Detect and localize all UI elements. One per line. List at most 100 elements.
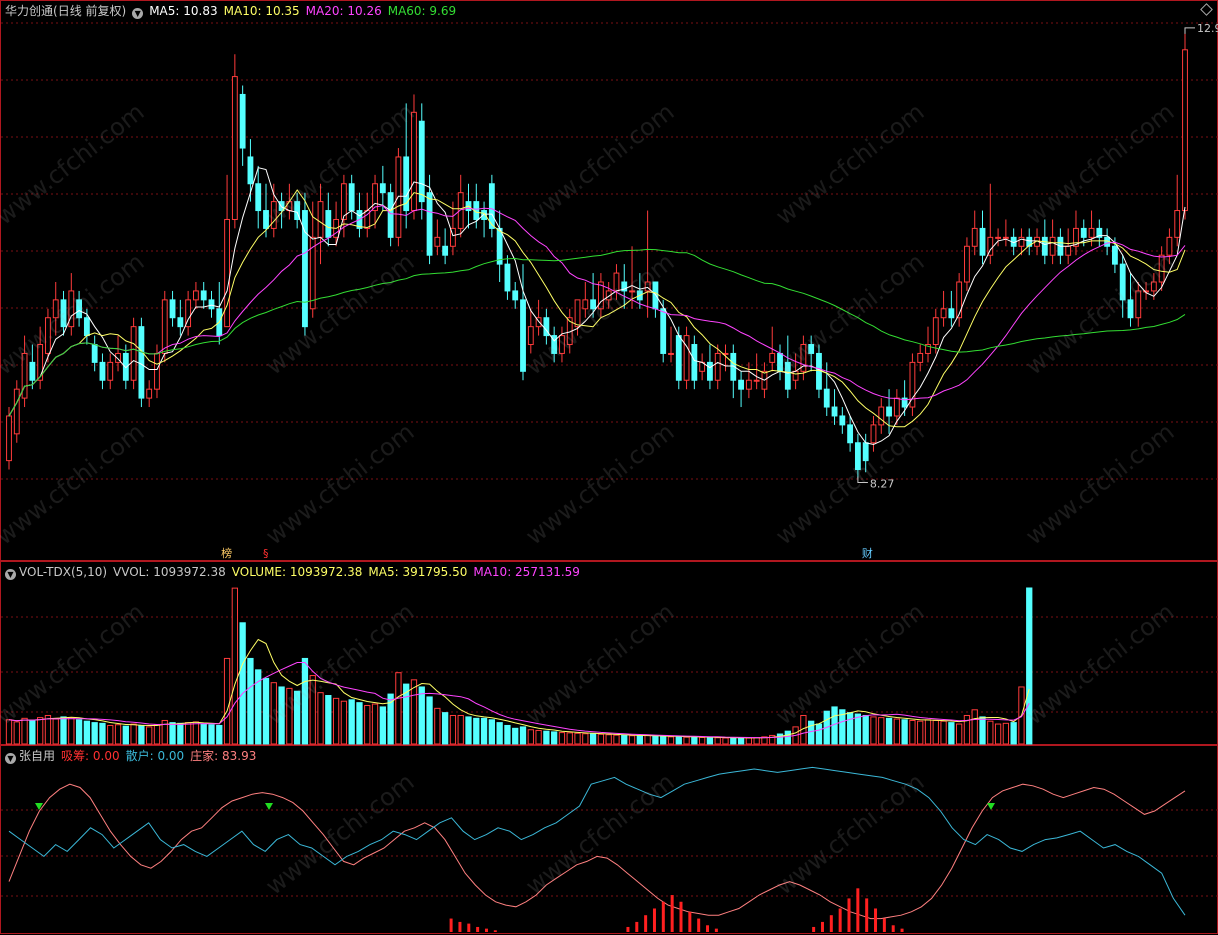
high-price-label: 12.95 <box>1197 22 1218 35</box>
volume-bar <box>628 735 636 745</box>
chevron-down-icon[interactable]: ▼ <box>5 569 16 580</box>
candle-body <box>177 317 184 328</box>
candle-body <box>925 344 931 354</box>
volume-bar <box>44 714 52 745</box>
volume-bar <box>68 717 75 745</box>
candle-body <box>582 299 589 310</box>
candle-body <box>286 201 293 212</box>
candle-body <box>255 183 262 212</box>
candle-body <box>1158 254 1165 283</box>
candle-body <box>247 156 254 185</box>
candle-body <box>597 281 604 310</box>
candle-body <box>1096 227 1103 238</box>
volume-panel[interactable]: ▼ VOL-TDX(5,10) VVOL: 1093972.38 VOLUME: 10… <box>0 561 1218 745</box>
chevron-down-icon[interactable]: ▼ <box>132 8 144 19</box>
candle-body <box>691 344 698 381</box>
volume-bar <box>558 732 566 745</box>
volume-bar <box>753 737 760 745</box>
volume-bar <box>114 724 122 745</box>
candle-body <box>520 299 526 372</box>
volume-bar <box>239 622 246 745</box>
indicator-panel[interactable]: ▼ 张自用 吸筹: 0.00 散户: 0.00 庄家: 83.93 <box>0 745 1218 934</box>
volume-bar <box>480 717 488 745</box>
volume-bar <box>924 719 932 745</box>
volume-bar <box>784 730 791 745</box>
candle-body <box>870 424 877 444</box>
volume-bar <box>955 723 963 745</box>
price-panel[interactable]: 12.95 8.27 榜 § 财 华力创通(日线 前复权) ▼ MA5: 10.83 MA10… <box>0 0 1218 561</box>
volume-bar <box>808 720 815 745</box>
candle-body <box>68 290 75 328</box>
candle-body <box>543 317 550 337</box>
low-pointer <box>857 476 868 483</box>
volume-bar <box>278 686 285 745</box>
bang-marker: 榜 <box>221 546 232 560</box>
s-marker: § <box>263 547 269 560</box>
volume-bar <box>262 677 270 745</box>
candle-body <box>683 335 690 381</box>
volume-bar <box>870 716 877 745</box>
volume-bar <box>636 735 643 745</box>
volume-bar <box>948 722 955 745</box>
candle-body <box>995 236 1002 239</box>
candle-body <box>161 299 168 354</box>
candle-body <box>886 406 892 417</box>
candle-body <box>387 192 394 238</box>
candle-body <box>1174 210 1181 238</box>
candle-body <box>37 344 44 381</box>
volume-bar <box>963 714 971 745</box>
volume-bar <box>488 719 496 745</box>
candle-body <box>1065 245 1072 256</box>
volume-bar <box>971 709 978 745</box>
volume-bar <box>761 736 768 745</box>
candle-body <box>29 361 36 381</box>
chevron-down-icon[interactable]: ▼ <box>5 753 16 764</box>
candle-body <box>185 299 192 328</box>
volume-bar <box>5 719 13 745</box>
candle-body <box>940 308 947 319</box>
candle-body <box>426 192 433 256</box>
volume-bar <box>356 702 363 745</box>
candle-body <box>909 361 916 408</box>
volume-ma5-line <box>8 638 1030 739</box>
candle-body <box>605 290 612 301</box>
volume-bar <box>1026 587 1033 745</box>
candle-body <box>379 183 386 194</box>
candle-body <box>348 183 355 212</box>
candle-body <box>613 272 620 292</box>
volume-bar <box>364 704 371 745</box>
volume-bar <box>519 726 527 745</box>
candle-body <box>1119 263 1126 301</box>
candle-body <box>901 397 908 408</box>
volume-bar <box>13 721 20 745</box>
candle-body <box>115 352 121 363</box>
ma10-label: MA10: 10.35 <box>223 4 300 18</box>
vol-indicator-label: VOL-TDX(5,10) <box>19 565 108 579</box>
volume-bar <box>543 730 550 745</box>
candle-body <box>154 352 160 390</box>
volume-bar <box>60 716 67 745</box>
ma5-label: MA5: 10.83 <box>149 4 218 18</box>
volume-bar <box>994 723 1002 745</box>
volume-bar <box>434 707 441 745</box>
volume-bar <box>597 733 605 745</box>
volume-bar <box>660 736 667 745</box>
volume-bar <box>652 735 659 745</box>
volume-bar <box>332 697 340 745</box>
candle-body <box>979 227 986 256</box>
candle-body <box>831 406 838 417</box>
candle-body <box>714 352 721 381</box>
indicator-chart[interactable] <box>1 746 1218 935</box>
volume-bar <box>184 722 192 745</box>
volume-bar <box>91 722 98 745</box>
candle-body <box>1080 227 1087 238</box>
candle-body <box>1018 236 1025 247</box>
volume-chart[interactable] <box>1 562 1218 746</box>
volume-bar <box>21 717 28 745</box>
volume-bar <box>457 714 464 745</box>
candle-body <box>784 361 791 390</box>
volume-bar <box>29 719 36 745</box>
volume-bar <box>932 719 939 745</box>
candlestick-chart[interactable]: 12.95 8.27 榜 § 财 <box>1 1 1218 562</box>
volume-bar <box>37 717 44 745</box>
